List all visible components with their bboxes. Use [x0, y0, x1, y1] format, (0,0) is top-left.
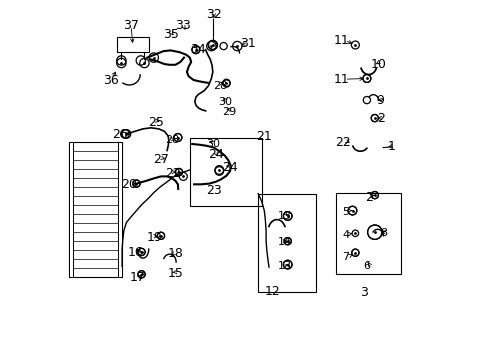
- Text: 13: 13: [277, 211, 291, 221]
- Bar: [69, 142, 122, 277]
- Text: 10: 10: [370, 58, 386, 71]
- Bar: [258, 194, 316, 292]
- Text: 30: 30: [205, 139, 220, 149]
- Text: 29: 29: [222, 107, 236, 117]
- Text: 34: 34: [189, 43, 205, 56]
- Text: 32: 32: [205, 8, 222, 21]
- Text: 17: 17: [129, 271, 145, 284]
- Text: 30: 30: [217, 96, 231, 107]
- Text: 6: 6: [363, 261, 369, 271]
- Text: 2: 2: [376, 112, 384, 125]
- Text: 8: 8: [380, 228, 387, 238]
- Text: 14: 14: [277, 237, 291, 247]
- Text: 26: 26: [112, 128, 128, 141]
- Text: 16: 16: [128, 246, 143, 259]
- Text: 25: 25: [147, 116, 163, 129]
- Text: 31: 31: [240, 37, 255, 50]
- Text: 28: 28: [212, 81, 227, 91]
- Text: 13: 13: [277, 261, 291, 271]
- Text: 22: 22: [335, 136, 351, 149]
- Text: 37: 37: [123, 19, 139, 32]
- Text: 24: 24: [207, 148, 223, 161]
- Bar: [69, 142, 73, 277]
- Bar: [118, 142, 122, 277]
- Text: 28: 28: [165, 135, 179, 145]
- Text: 11: 11: [333, 73, 349, 86]
- Text: 4: 4: [342, 230, 349, 240]
- Text: 9: 9: [376, 94, 384, 107]
- Text: 1: 1: [386, 140, 394, 153]
- Text: 19: 19: [146, 231, 162, 244]
- Text: 15: 15: [168, 267, 183, 280]
- Text: 27: 27: [153, 153, 168, 166]
- Text: 24: 24: [222, 161, 238, 174]
- Text: 2: 2: [364, 191, 372, 204]
- Text: 11: 11: [333, 34, 349, 47]
- Bar: [189, 138, 261, 206]
- Text: 12: 12: [264, 285, 280, 298]
- Text: 20: 20: [121, 178, 137, 191]
- Bar: [117, 37, 149, 52]
- Text: 21: 21: [256, 130, 272, 143]
- Text: 22: 22: [165, 167, 181, 180]
- Text: 33: 33: [175, 19, 191, 32]
- Bar: [336, 193, 400, 274]
- Text: 23: 23: [205, 184, 222, 197]
- Text: 5: 5: [342, 207, 349, 217]
- Text: 18: 18: [168, 247, 183, 260]
- Text: 3: 3: [359, 286, 367, 299]
- Text: 36: 36: [103, 75, 119, 87]
- Text: 7: 7: [342, 252, 349, 262]
- Text: 35: 35: [163, 28, 178, 41]
